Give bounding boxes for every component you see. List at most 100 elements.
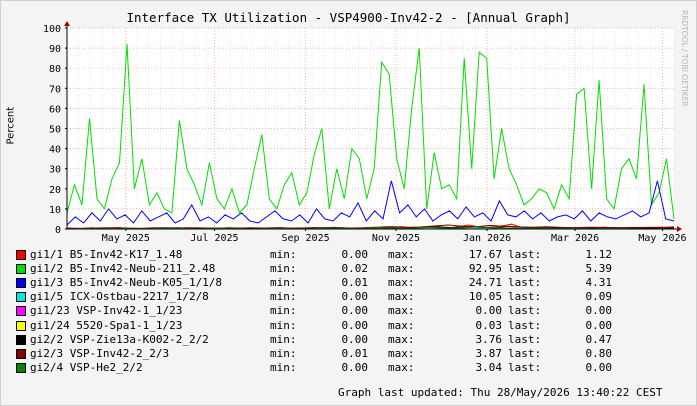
legend-last-value: 0.47 xyxy=(585,332,613,346)
legend-last-label: last: xyxy=(508,276,542,290)
legend-max-label: max: xyxy=(388,262,415,276)
legend-min-value: 0.02 xyxy=(341,262,369,276)
legend-max-value: 3.04 xyxy=(475,360,503,374)
legend-min-value: 0.01 xyxy=(341,346,369,360)
x-tick-label: Jan 2026 xyxy=(463,233,511,244)
legend-last-label: last: xyxy=(508,262,542,276)
x-tick-label: Mar 2026 xyxy=(551,233,599,244)
legend-swatch xyxy=(16,348,26,359)
legend-min-value: 0.00 xyxy=(341,332,369,346)
legend-swatch xyxy=(16,264,26,275)
legend-min-label: min: xyxy=(270,248,297,261)
y-tick-label: 0 xyxy=(55,225,61,236)
legend-min-label: min: xyxy=(270,332,297,346)
legend-max-label: max: xyxy=(388,290,415,304)
x-tick-label: Sep 2025 xyxy=(281,233,329,244)
legend-last-label: last: xyxy=(508,290,542,304)
y-tick-label: 80 xyxy=(49,64,61,75)
legend-swatch xyxy=(16,320,26,331)
legend-last-value: 4.31 xyxy=(585,276,613,290)
legend-max-value: 92.95 xyxy=(468,262,502,276)
legend-min-value: 0.01 xyxy=(341,276,369,290)
legend-last-value: 0.80 xyxy=(585,346,613,360)
y-tick-label: 50 xyxy=(49,125,61,136)
legend-max-label: max: xyxy=(388,304,415,318)
legend-max-value: 0.00 xyxy=(475,304,503,318)
legend-max-label: max: xyxy=(388,346,415,360)
y-tick-label: 10 xyxy=(49,205,61,216)
legend-label: gi1/3 B5-Inv42-Neub-K05_1/1/8 xyxy=(30,276,223,290)
watermark-text: RRDTOOL / TOBI OETIKER xyxy=(680,10,689,107)
legend-label: gi2/3 VSP-Inv42-2_2/3 xyxy=(30,346,170,360)
legend-max-label: max: xyxy=(388,276,415,290)
watermark: RRDTOOL / TOBI OETIKER xyxy=(680,10,689,107)
series-line-8 xyxy=(66,224,675,229)
legend-last-label: last: xyxy=(508,248,542,261)
axes xyxy=(64,21,682,232)
chart-title: Interface TX Utilization - VSP4900-Inv42… xyxy=(126,10,571,25)
y-tick-label: 40 xyxy=(49,145,61,156)
legend-last-label: last: xyxy=(508,346,542,360)
legend-label: gi2/2 VSP-Zie13a-K002-2_2/2 xyxy=(30,332,209,346)
legend-max-label: max: xyxy=(388,332,415,346)
legend-min-label: min: xyxy=(270,346,297,360)
legend-max-value: 24.71 xyxy=(468,276,502,290)
legend-last-label: last: xyxy=(508,318,542,332)
legend-last-value: 0.00 xyxy=(585,304,613,318)
legend-swatch xyxy=(16,292,26,303)
legend-min-label: min: xyxy=(270,304,297,318)
legend-last-label: last: xyxy=(508,332,542,346)
legend-min-value: 0.00 xyxy=(341,290,369,304)
legend-max-value: 10.05 xyxy=(468,290,502,304)
legend-max-label: max: xyxy=(388,360,415,374)
legend-label: gi1/5 ICX-Ostbau-2217_1/2/8 xyxy=(30,290,209,304)
x-tick-label: May 2026 xyxy=(638,233,686,244)
y-tick-label: 60 xyxy=(49,104,61,115)
legend-last-value: 5.39 xyxy=(585,262,613,276)
legend-last-value: 1.12 xyxy=(585,248,613,261)
x-tick-label: May 2025 xyxy=(102,233,150,244)
legend-label: gi1/24 5520-Spa1-1_1/23 xyxy=(30,318,183,332)
legend-last-value: 0.09 xyxy=(585,290,613,304)
legend-last-label: last: xyxy=(508,304,542,318)
legend-swatch xyxy=(16,362,26,373)
legend-label: gi1/2 B5-Inv42-Neub-211_2.48 xyxy=(30,262,216,276)
legend-last-value: 0.00 xyxy=(585,318,613,332)
x-ticks: May 2025 Jul 2025 Sep 2025 Nov 2025 Jan 2026… xyxy=(102,233,687,244)
y-tick-label: 100 xyxy=(43,24,61,35)
legend-min-label: min: xyxy=(270,276,297,290)
legend-min-label: min: xyxy=(270,290,297,304)
legend-label: gi1/1 B5-Inv42-K17_1.48 xyxy=(30,248,183,261)
legend-min-label: min: xyxy=(270,318,297,332)
legend-swatch xyxy=(16,306,26,317)
y-ticks: 0 10 20 30 40 50 60 70 80 90 100 xyxy=(43,24,61,236)
legend-max-value: 0.03 xyxy=(475,318,503,332)
legend-max-label: max: xyxy=(388,248,415,261)
legend-swatch xyxy=(16,278,26,289)
legend-min-label: min: xyxy=(270,262,297,276)
legend-max-value: 3.87 xyxy=(475,346,503,360)
y-tick-label: 70 xyxy=(49,84,61,95)
y-axis-arrow xyxy=(64,21,70,26)
y-tick-label: 30 xyxy=(49,165,61,176)
last-updated: Graph last updated: Thu 28/May/2026 13:4… xyxy=(338,386,663,399)
plot-area: 0 10 20 30 40 50 60 70 80 90 100 May 2025 Jul 2025 S… xyxy=(43,21,687,244)
legend-last-label: last: xyxy=(508,360,542,374)
grid xyxy=(66,27,675,230)
x-tick-label: Nov 2025 xyxy=(372,233,420,244)
legend-min-value: 0.00 xyxy=(341,360,369,374)
y-tick-label: 20 xyxy=(49,185,61,196)
y-tick-label: 90 xyxy=(49,44,61,55)
series-line-2 xyxy=(66,44,675,219)
series-line-3 xyxy=(66,180,675,226)
legend-last-value: 0.00 xyxy=(585,360,613,374)
legend-max-value: 3.76 xyxy=(475,332,503,346)
legend-min-label: min: xyxy=(270,360,297,374)
x-tick-label: Jul 2025 xyxy=(190,233,238,244)
legend-min-value: 0.00 xyxy=(341,248,369,261)
legend-max-label: max: xyxy=(388,318,415,332)
legend-swatch xyxy=(16,250,26,260)
legend-label: gi1/23 VSP-Inv42-1_1/23 xyxy=(30,304,183,318)
legend-swatch xyxy=(16,334,26,345)
legend-min-value: 0.00 xyxy=(341,304,369,318)
